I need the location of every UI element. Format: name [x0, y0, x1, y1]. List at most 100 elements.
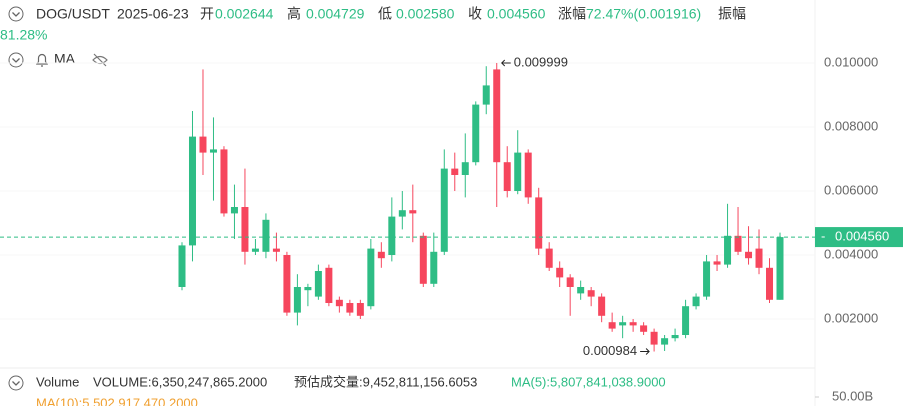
candle-body — [724, 235, 732, 265]
candle-body — [472, 104, 480, 163]
stat-value: 0.002580 — [396, 6, 455, 22]
volume-title: Volume — [36, 374, 79, 389]
candle-body — [209, 149, 217, 153]
last-price-dash: - — [821, 229, 825, 244]
last-price-label: 0.004560 — [835, 229, 889, 244]
stat-label: 开 — [200, 6, 214, 22]
candle-body — [199, 136, 207, 153]
candle-body — [251, 248, 259, 252]
candle-body — [766, 267, 774, 300]
stat-label: 收 — [468, 6, 482, 22]
candle-body — [745, 251, 753, 259]
y-tick-label: 0.002000 — [824, 310, 878, 325]
collapse-icon — [12, 58, 20, 63]
candle-body — [419, 235, 427, 284]
candle-body — [335, 299, 343, 307]
candle-body — [220, 149, 228, 214]
candle-body — [293, 287, 301, 313]
candle-body — [661, 338, 669, 345]
last-price-tag — [815, 227, 903, 248]
annotation-arrow — [501, 59, 511, 67]
annotation-arrow — [640, 348, 650, 355]
volume-stat: VOLUME:6,350,247,865.2000 — [93, 374, 267, 389]
candle-body — [430, 251, 438, 284]
candle-body — [304, 287, 312, 291]
candle-body — [262, 219, 270, 252]
stat-value: 0.004560 — [487, 6, 546, 22]
candle-body — [178, 245, 186, 287]
y-tick-label: 0.008000 — [824, 118, 878, 133]
candle-body — [272, 248, 280, 252]
candle-body — [461, 162, 469, 175]
candle-body — [587, 290, 595, 297]
candle-body — [713, 261, 721, 265]
candle-body — [650, 331, 658, 345]
low-label: 0.000984 — [583, 343, 637, 358]
candle-body — [346, 303, 354, 313]
volume-stat: MA(5):5,807,841,038.9000 — [511, 374, 666, 389]
candle-body — [388, 216, 396, 255]
stat-value: 72.47%(0.001916) — [586, 6, 701, 22]
collapse-icon — [12, 381, 20, 386]
y-tick-label: 0.004000 — [824, 246, 878, 261]
candle-body — [640, 325, 648, 332]
candle-body — [241, 207, 249, 252]
candle-body — [682, 306, 690, 335]
collapse-icon[interactable] — [8, 52, 24, 68]
candle-body — [734, 235, 742, 252]
candle-body — [629, 322, 637, 326]
y-tick-label: 0.006000 — [824, 182, 878, 197]
volume-stat: MA(10):5,502,917,470.2000 — [36, 395, 198, 406]
stat-label: 振幅 — [718, 6, 746, 22]
indicator-name[interactable]: MA — [54, 51, 76, 67]
candle-body — [692, 296, 700, 307]
candle-body — [503, 162, 511, 191]
stat-value: 0.004729 — [306, 6, 365, 22]
candle-body — [556, 267, 564, 278]
collapse-icon[interactable] — [8, 375, 24, 391]
collapse-icon — [12, 12, 20, 17]
date: 2025-06-23 — [117, 6, 189, 22]
stat-label: 低 — [378, 6, 392, 22]
volume-stat: 预估成交量:9,452,811,156.6053 — [294, 374, 477, 389]
candle-body — [440, 168, 448, 252]
candle-body — [598, 296, 606, 316]
candle-body — [451, 168, 459, 175]
candle-body — [188, 136, 196, 246]
candle-body — [409, 210, 417, 214]
candle-body — [283, 255, 291, 313]
candle-body — [703, 261, 711, 297]
stat-label: 涨幅 — [558, 6, 586, 22]
candle-body — [367, 248, 375, 307]
candle-body — [535, 197, 543, 249]
candle-body — [671, 335, 679, 339]
candle-body — [314, 271, 322, 297]
stat-value: 81.28% — [0, 27, 47, 43]
candle-body — [230, 207, 238, 214]
candle-body — [755, 248, 763, 268]
y2-tick-label: 50.00B — [832, 388, 873, 403]
candle-body — [325, 267, 333, 303]
candle-body — [356, 303, 364, 316]
y-tick-label: 0.010000 — [824, 54, 878, 69]
candle-body — [482, 85, 490, 105]
high-label: 0.009999 — [514, 54, 568, 69]
candle-body — [514, 152, 522, 191]
candle-body — [545, 248, 553, 268]
alert-icon[interactable] — [35, 53, 49, 67]
candle-body — [776, 237, 784, 300]
symbol: DOG/USDT — [36, 6, 110, 22]
stat-value: 0.002644 — [215, 6, 274, 22]
candle-body — [577, 287, 585, 294]
candle-body — [398, 210, 406, 217]
collapse-icon[interactable] — [8, 6, 24, 22]
candle-body — [608, 322, 616, 329]
candle-body — [524, 152, 532, 198]
stat-label: 高 — [287, 6, 301, 22]
candle-body — [377, 251, 385, 259]
candle-body — [619, 322, 627, 326]
candle-body — [566, 277, 574, 287]
candle-body — [493, 69, 501, 163]
